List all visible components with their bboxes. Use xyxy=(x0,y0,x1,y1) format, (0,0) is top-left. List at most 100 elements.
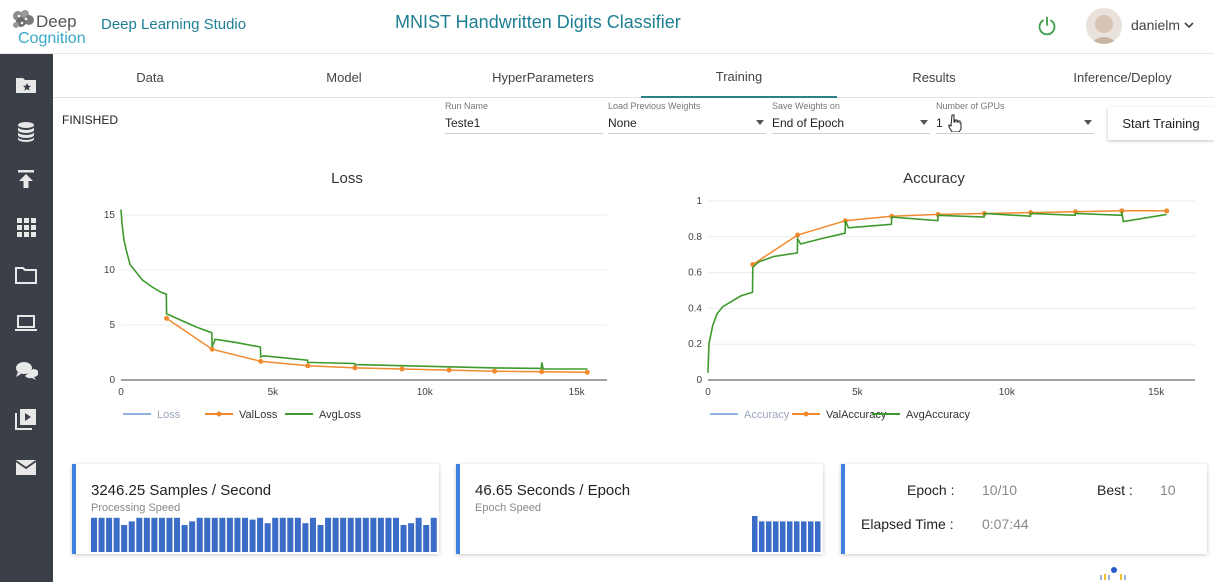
chat-icon xyxy=(16,362,38,380)
gpus-label: Number of GPUs xyxy=(936,101,1005,111)
loss-point-valloss xyxy=(164,315,170,321)
processing-speed-bar xyxy=(340,517,347,552)
processing-speed-bar xyxy=(158,517,165,552)
laptop-icon xyxy=(15,315,37,331)
processing-speed-bar xyxy=(317,525,324,552)
run-name-input[interactable]: Teste1 xyxy=(445,112,603,134)
training-status: FINISHED xyxy=(62,113,119,127)
load-weights-select[interactable]: None xyxy=(608,112,766,134)
epoch-speed-bar xyxy=(801,521,807,552)
processing-speed-bar xyxy=(287,517,294,552)
epoch-speed-bar xyxy=(794,521,800,552)
loss-y-tick-label: 0 xyxy=(109,375,115,386)
processing-speed-bar xyxy=(370,517,377,552)
processing-speed-bar xyxy=(430,517,437,552)
save-weights-value: End of Epoch xyxy=(772,116,845,130)
sidebar-item-projects[interactable] xyxy=(8,67,44,103)
processing-speed-bar xyxy=(302,523,309,552)
loss-legend-item-loss[interactable]: Loss xyxy=(123,409,181,421)
epoch-speed-bar xyxy=(780,521,786,552)
tab-data[interactable]: Data xyxy=(136,69,164,85)
run-name-value: Teste1 xyxy=(445,116,481,130)
epoch-speed-bar xyxy=(808,521,814,552)
save-weights-select[interactable]: End of Epoch xyxy=(772,112,930,134)
sidebar-item-files[interactable] xyxy=(8,257,44,293)
loss-chart: 0 5 10 15 0 5k 10k 15k Loss ValLoss AvgLoss xyxy=(104,209,607,421)
accuracy-y-tick-label: 0.4 xyxy=(688,303,702,314)
processing-speed-bar xyxy=(113,517,120,552)
processing-speed-bar xyxy=(174,517,181,552)
power-icon[interactable] xyxy=(1036,15,1058,37)
save-weights-label: Save Weights on xyxy=(772,101,840,111)
username[interactable]: danielm xyxy=(1131,17,1181,33)
processing-speed-bar xyxy=(106,517,113,552)
deep-cognition-logo[interactable]: Deep Cognition xyxy=(8,6,96,48)
elapsed-time-value: 0:07:44 xyxy=(982,516,1029,532)
footer-logo-icon xyxy=(1100,567,1126,580)
tab-model[interactable]: Model xyxy=(326,69,362,85)
accuracy-series-avgaccuracy xyxy=(707,211,1167,373)
avatar[interactable] xyxy=(1086,8,1122,44)
epoch-progress-card: Epoch : 10/10 Best : 10 Elapsed Time : 0… xyxy=(841,464,1207,554)
legend-marker xyxy=(216,411,222,417)
loss-x-tick-label: 5k xyxy=(268,387,280,398)
upload-icon xyxy=(18,170,34,188)
gpus-value: 1 xyxy=(936,116,943,130)
loss-legend-item-valloss[interactable]: ValLoss xyxy=(205,409,278,421)
processing-speed-bar xyxy=(332,517,339,552)
processing-speed-bar xyxy=(242,517,248,552)
tab-training[interactable]: Training xyxy=(641,56,837,98)
tab-results[interactable]: Results xyxy=(912,69,956,85)
processing-speed-bar xyxy=(325,517,332,552)
loss-point-valloss xyxy=(584,369,590,375)
loss-legend-item-avgloss[interactable]: AvgLoss xyxy=(285,409,361,421)
sidebar-item-upload[interactable] xyxy=(8,161,44,197)
legend-label: Loss xyxy=(157,409,181,421)
tab-hyperparameters[interactable]: HyperParameters xyxy=(492,69,594,85)
processing-speed-bar xyxy=(385,517,392,552)
processing-speed-bar xyxy=(211,517,218,552)
tab-inference-deploy[interactable]: Inference/Deploy xyxy=(1073,69,1172,85)
accuracy-legend-item-avgaccuracy[interactable]: AvgAccuracy xyxy=(872,409,970,421)
loss-point-valloss xyxy=(492,368,498,374)
processing-speed-bar xyxy=(151,517,158,552)
processing-speed-bar xyxy=(355,517,362,552)
processing-speed-bar xyxy=(219,517,226,552)
load-weights-value: None xyxy=(608,116,637,130)
folder-icon xyxy=(15,267,37,284)
sidebar-item-videos[interactable] xyxy=(8,401,44,437)
gpus-select[interactable]: 1 xyxy=(936,112,1094,134)
loss-point-valloss xyxy=(258,358,264,364)
processing-speed-bar xyxy=(196,517,203,552)
accuracy-legend-item-valaccuracy[interactable]: ValAccuracy xyxy=(792,409,887,421)
sidebar-item-datasets[interactable] xyxy=(8,114,44,150)
loss-point-valloss xyxy=(446,367,452,373)
samples-per-second: 3246.25 Samples / Second xyxy=(91,482,272,499)
accuracy-point-valaccuracy xyxy=(795,232,801,238)
processing-speed-bar xyxy=(400,525,407,552)
sidebar-item-apps[interactable] xyxy=(8,209,44,245)
folder-star-icon xyxy=(16,78,36,93)
accuracy-x-tick-label: 0 xyxy=(705,387,711,398)
processing-speed-bar xyxy=(226,517,233,552)
chevron-down-icon[interactable] xyxy=(1183,19,1195,31)
accuracy-y-tick-label: 0.2 xyxy=(688,339,702,350)
processing-speed-bar xyxy=(423,525,430,552)
start-training-button[interactable]: Start Training xyxy=(1108,107,1214,140)
epoch-speed-bar xyxy=(759,521,765,552)
hand-cursor-icon xyxy=(948,114,962,132)
processing-speed-bar xyxy=(408,523,415,552)
sidebar-item-environments[interactable] xyxy=(8,305,44,341)
sidebar-item-messages[interactable] xyxy=(8,449,44,485)
accuracy-legend-item-accuracy[interactable]: Accuracy xyxy=(710,409,790,421)
app-name[interactable]: Deep Learning Studio xyxy=(101,16,247,33)
page-title: MNIST Handwritten Digits Classifier xyxy=(395,12,681,32)
logo-deep-text: Deep xyxy=(36,12,77,31)
accuracy-y-tick-label: 0.8 xyxy=(688,232,702,243)
sidebar-item-forum[interactable] xyxy=(8,353,44,389)
accuracy-chart-title: Accuracy xyxy=(903,170,965,187)
loss-point-valloss xyxy=(352,365,358,371)
accuracy-series-valaccuracy xyxy=(752,210,1167,266)
accuracy-x-tick-label: 10k xyxy=(999,387,1016,398)
processing-speed-bar xyxy=(279,517,286,552)
